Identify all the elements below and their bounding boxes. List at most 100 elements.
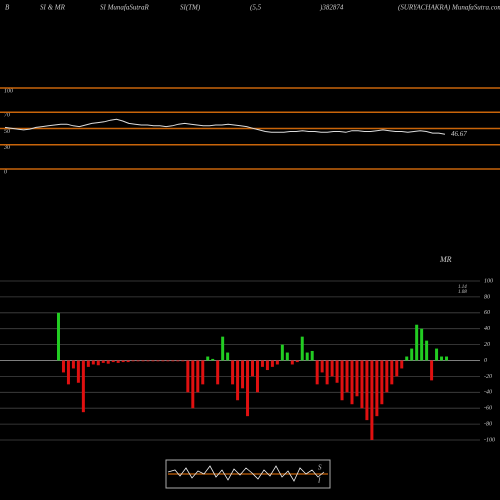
y-tick-label: 60 xyxy=(484,310,490,316)
y-tick-label: 20 xyxy=(484,342,490,348)
bar xyxy=(330,360,334,377)
bar xyxy=(315,360,319,385)
y-tick-label: 70 xyxy=(4,113,10,119)
bar xyxy=(106,360,110,364)
bar xyxy=(420,328,424,361)
bar xyxy=(181,360,185,362)
header-text: B xyxy=(5,4,10,12)
chart-title: MR xyxy=(439,255,452,264)
bar xyxy=(345,360,349,393)
bar xyxy=(186,360,190,393)
bar xyxy=(290,360,294,365)
bar xyxy=(285,352,289,361)
header-text: (5,5 xyxy=(250,4,262,12)
header-text: SI MunafaSutraR xyxy=(100,4,150,12)
bar xyxy=(340,360,344,401)
bar xyxy=(86,360,90,367)
bar xyxy=(440,356,444,361)
bar xyxy=(146,360,150,362)
header-text: SI(TM) xyxy=(180,4,201,12)
bar xyxy=(390,360,394,385)
bar xyxy=(57,312,60,361)
bar xyxy=(191,360,195,409)
bar xyxy=(430,360,434,381)
bar xyxy=(380,360,384,405)
bar xyxy=(136,360,140,362)
y-tick-label: -60 xyxy=(484,406,492,412)
bar xyxy=(335,360,339,383)
bar xyxy=(275,360,279,365)
bar xyxy=(265,360,269,371)
y-tick-label: -40 xyxy=(484,389,492,396)
bar xyxy=(226,352,230,361)
bar xyxy=(395,360,399,377)
bar xyxy=(310,350,314,361)
bar xyxy=(270,360,274,367)
bar xyxy=(171,360,175,362)
bar xyxy=(360,360,364,409)
bar xyxy=(280,344,284,361)
bar xyxy=(96,360,100,366)
bar xyxy=(370,360,374,440)
bar xyxy=(216,360,220,385)
bar xyxy=(111,360,115,363)
navigator-label: S xyxy=(318,464,322,472)
bar xyxy=(425,340,429,361)
bar xyxy=(375,360,379,417)
bar xyxy=(355,360,359,397)
y-tick-label: 0 xyxy=(4,169,7,175)
bar xyxy=(121,360,125,363)
bar xyxy=(91,360,95,365)
header-text: SI & MR xyxy=(40,4,66,12)
bar xyxy=(305,352,309,361)
bar xyxy=(236,360,240,401)
bar xyxy=(176,360,180,362)
bar xyxy=(246,360,250,417)
bar xyxy=(445,356,449,361)
y-tick-label: 50 xyxy=(4,129,10,135)
y-tick-label: 30 xyxy=(3,145,10,151)
last-value-label: 46.67 xyxy=(451,130,467,138)
y-tick-label: -100 xyxy=(484,437,495,443)
bar xyxy=(161,360,165,362)
bar xyxy=(320,360,324,373)
rsi-line xyxy=(4,118,446,135)
bar xyxy=(221,336,225,361)
bar xyxy=(251,360,254,377)
bar xyxy=(255,360,259,393)
bar xyxy=(71,360,75,369)
y-tick-label: 100 xyxy=(484,278,493,284)
navigator-series xyxy=(167,465,325,482)
bar xyxy=(241,360,245,389)
bar xyxy=(300,336,304,361)
bar xyxy=(405,356,409,361)
bar xyxy=(196,360,200,393)
header-text: )382874 xyxy=(319,4,344,12)
bar xyxy=(410,348,414,361)
y-tick-label: -20 xyxy=(484,374,492,380)
bar xyxy=(141,360,145,362)
bar xyxy=(116,360,120,363)
bar xyxy=(151,360,155,362)
bar xyxy=(325,360,329,385)
bar xyxy=(166,360,170,362)
bar xyxy=(365,360,369,421)
bar xyxy=(156,360,160,362)
y-tick-label: 0 xyxy=(484,358,487,364)
bar xyxy=(101,360,105,363)
bar xyxy=(260,360,264,367)
bar xyxy=(76,360,80,383)
bar xyxy=(61,360,65,373)
bar xyxy=(295,360,299,363)
bar xyxy=(206,356,210,361)
bar xyxy=(81,360,85,413)
bar xyxy=(400,360,404,369)
annotation: 1.08 xyxy=(458,290,467,295)
bar xyxy=(211,358,215,361)
navigator: S I xyxy=(165,459,331,489)
annotation: 1.14 xyxy=(458,285,467,290)
bar xyxy=(385,360,389,393)
bar xyxy=(201,360,205,385)
bar xyxy=(231,360,235,385)
bar xyxy=(66,360,70,385)
